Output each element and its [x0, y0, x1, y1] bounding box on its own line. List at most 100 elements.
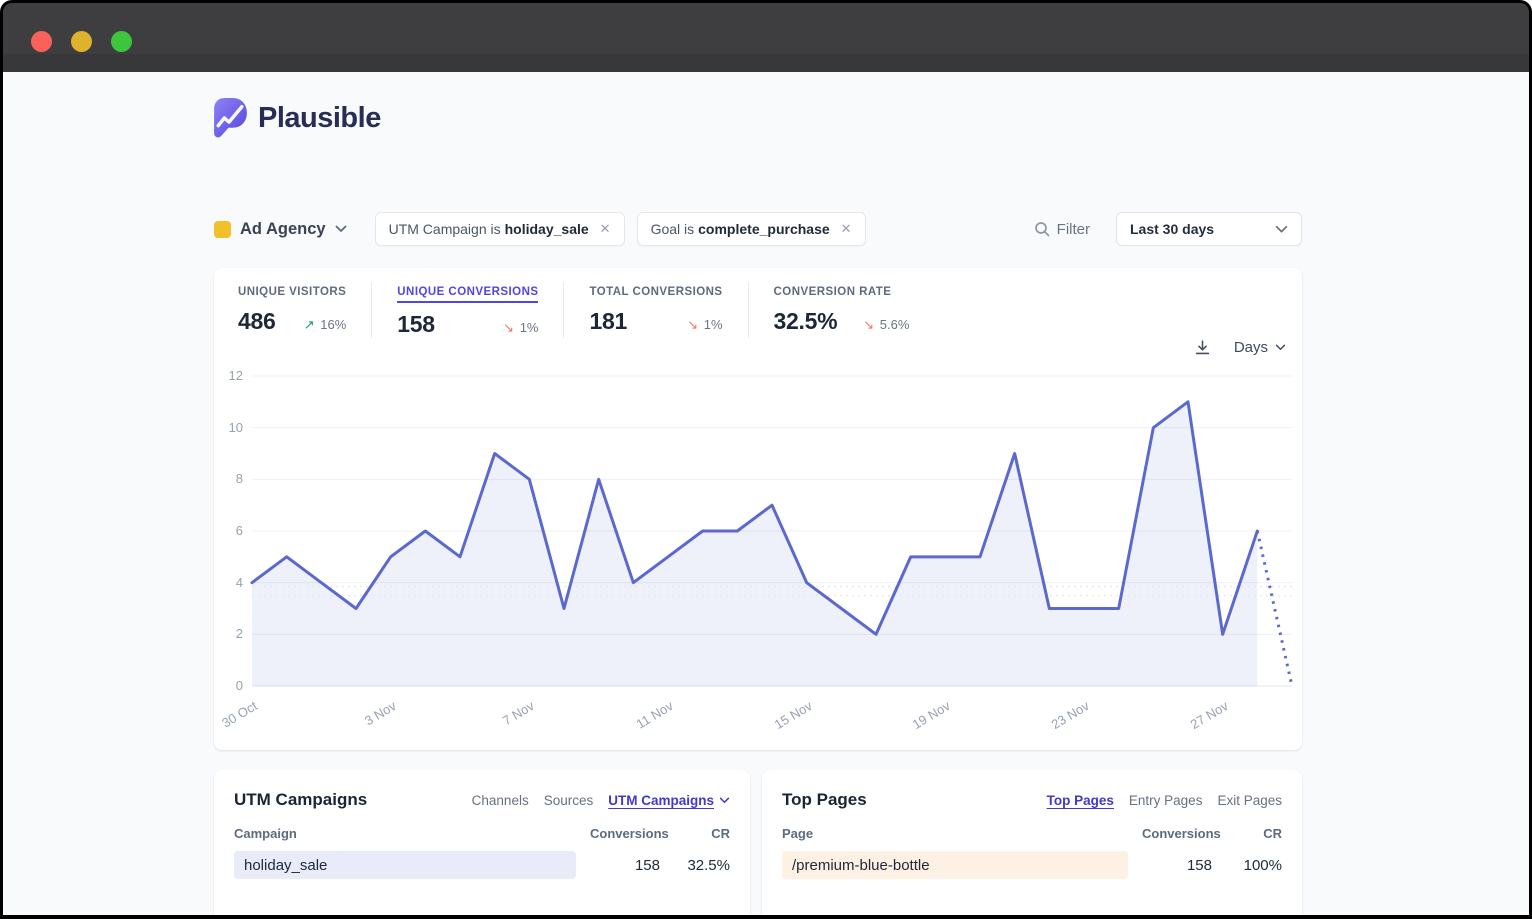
column-header-conversions: Conversions — [1142, 826, 1221, 841]
x-axis-tick: 19 Nov — [910, 698, 954, 733]
stat-label: CONVERSION RATE — [773, 286, 892, 298]
filter-pill-holiday-sale[interactable]: UTM Campaign is holiday_sale ✕ — [374, 212, 625, 246]
filter-pill-value: complete_purchase — [698, 221, 830, 237]
y-axis-tick: 6 — [235, 523, 243, 538]
tab-label: Sources — [543, 792, 594, 808]
remove-filter-icon[interactable]: ✕ — [840, 221, 852, 236]
stat-change: ↘ 1% — [503, 320, 539, 335]
tab-utm-campaigns[interactable]: UTM Campaigns — [608, 793, 730, 808]
y-axis-tick: 4 — [235, 574, 243, 590]
row-value-bar: /premium-blue-bottle — [782, 851, 1128, 879]
tab-channels[interactable]: Channels — [472, 793, 529, 808]
stat-label: UNIQUE VISITORS — [238, 286, 347, 298]
page-content: Plausible Ad Agency UTM Campaign is holi… — [3, 72, 1529, 915]
window-titlebar — [3, 3, 1529, 72]
row-name: /premium-blue-bottle — [792, 856, 930, 874]
stat-unique-visitors[interactable]: UNIQUE VISITORS 486 ↗ 16% — [238, 282, 371, 338]
stat-change: ↘ 5.6% — [863, 317, 910, 332]
tab-top-pages[interactable]: Top Pages — [1047, 793, 1114, 808]
chart-plot-area — [250, 375, 1294, 687]
filter-pill-text: Goal is — [650, 221, 695, 237]
chevron-down-icon — [1275, 344, 1286, 351]
top-pages-panel: Top Pages Top Pages Entry Pages Exit Pages… — [762, 770, 1302, 915]
stat-label: UNIQUE CONVERSIONS — [397, 286, 539, 303]
column-header-cr: CR — [711, 826, 730, 841]
site-name: Ad Agency — [240, 219, 326, 238]
trend-down-icon: ↘ — [687, 317, 699, 332]
stat-value: 486 — [238, 308, 276, 334]
add-filter-button[interactable]: Filter — [1034, 221, 1090, 238]
plausible-logo-icon — [214, 97, 247, 139]
tab-sources[interactable]: Sources — [544, 793, 594, 808]
utm-campaigns-panel: UTM Campaigns Channels Sources UTM Campaig… — [214, 770, 750, 915]
download-export-icon[interactable] — [1193, 338, 1212, 357]
trend-down-icon: ↘ — [863, 317, 875, 332]
x-axis-tick: 23 Nov — [1048, 698, 1092, 733]
brand-header[interactable]: Plausible — [214, 72, 1302, 140]
stat-change: ↘ 1% — [687, 317, 723, 332]
row-value-bar: holiday_sale — [234, 851, 576, 879]
main-graph-card: UNIQUE VISITORS 486 ↗ 16% UNIQUE CONVERSION… — [214, 268, 1302, 750]
window-controls — [31, 31, 132, 52]
x-axis-tick: 3 Nov — [361, 698, 399, 729]
trend-up-icon: ↗ — [303, 317, 315, 332]
column-header-cr: CR — [1263, 826, 1282, 841]
filter-pill-value: holiday_sale — [504, 221, 589, 237]
panel-title: Top Pages — [782, 790, 867, 809]
tab-exit-pages[interactable]: Exit Pages — [1217, 793, 1282, 808]
stat-value: 181 — [589, 308, 627, 334]
tab-label: Channels — [471, 792, 529, 808]
close-window-button[interactable] — [31, 31, 52, 52]
tab-label: Entry Pages — [1128, 792, 1203, 808]
stat-label: TOTAL CONVERSIONS — [589, 286, 723, 298]
row-conversions: 158 — [1186, 856, 1212, 874]
chevron-down-icon — [719, 797, 730, 804]
tab-entry-pages[interactable]: Entry Pages — [1129, 793, 1203, 808]
minimize-window-button[interactable] — [71, 31, 92, 52]
x-axis-tick: 15 Nov — [771, 698, 815, 733]
date-range-selector[interactable]: Last 30 days — [1116, 212, 1302, 246]
stat-total-conversions[interactable]: TOTAL CONVERSIONS 181 ↘ 1% — [563, 282, 747, 338]
maximize-window-button[interactable] — [111, 31, 132, 52]
y-axis-tick: 12 — [228, 368, 243, 383]
filter-bar: Ad Agency UTM Campaign is holiday_sale ✕ G… — [214, 210, 1302, 248]
column-header-page: Page — [782, 826, 814, 841]
column-header-conversions: Conversions — [590, 826, 669, 841]
row-cr: 100% — [1243, 856, 1282, 874]
stat-change: ↗ 16% — [303, 317, 347, 332]
chevron-down-icon — [1275, 225, 1288, 234]
x-axis-tick: 7 Nov — [500, 698, 538, 729]
x-axis-tick: 11 Nov — [633, 698, 676, 732]
tab-label: Exit Pages — [1217, 792, 1282, 808]
filter-button-label: Filter — [1056, 220, 1090, 238]
brand-wordmark: Plausible — [258, 101, 381, 134]
trend-down-icon: ↘ — [503, 320, 515, 335]
chevron-down-icon — [335, 225, 347, 233]
x-axis-tick: 27 Nov — [1187, 698, 1231, 733]
y-axis-tick: 8 — [235, 471, 243, 487]
site-switcher[interactable]: Ad Agency — [214, 220, 347, 239]
visitors-line-chart: 0 2 4 6 8 10 12 30 Oct 3 Nov 7 Nov 11 Nov 15 Nov 19 … — [214, 368, 1302, 756]
row-name: holiday_sale — [244, 856, 328, 874]
tab-label: UTM Campaigns — [608, 792, 714, 808]
search-icon — [1034, 221, 1050, 237]
tab-label: Top Pages — [1046, 792, 1114, 808]
y-axis-tick: 2 — [235, 626, 243, 642]
column-header-campaign: Campaign — [234, 826, 297, 841]
y-axis-tick: 0 — [235, 678, 243, 693]
filter-pill-complete-purchase[interactable]: Goal is complete_purchase ✕ — [636, 212, 866, 246]
interval-selector[interactable]: Days — [1234, 339, 1286, 356]
stat-unique-conversions[interactable]: UNIQUE CONVERSIONS 158 ↘ 1% — [371, 282, 563, 338]
table-row[interactable]: /premium-blue-bottle 158 100% — [782, 851, 1282, 879]
stat-value: 158 — [397, 311, 435, 337]
row-conversions: 158 — [634, 856, 660, 874]
filter-pill-text: UTM Campaign is — [388, 221, 501, 237]
remove-filter-icon[interactable]: ✕ — [599, 221, 611, 236]
active-filter-pills: UTM Campaign is holiday_sale ✕ Goal is com… — [374, 212, 866, 246]
table-header: Page Conversions CR — [782, 826, 1282, 841]
date-range-value: Last 30 days — [1130, 221, 1215, 237]
y-axis-tick: 10 — [228, 419, 243, 435]
stat-conversion-rate[interactable]: CONVERSION RATE 32.5% ↘ 5.6% — [747, 282, 935, 338]
table-row[interactable]: holiday_sale 158 32.5% — [234, 851, 730, 879]
